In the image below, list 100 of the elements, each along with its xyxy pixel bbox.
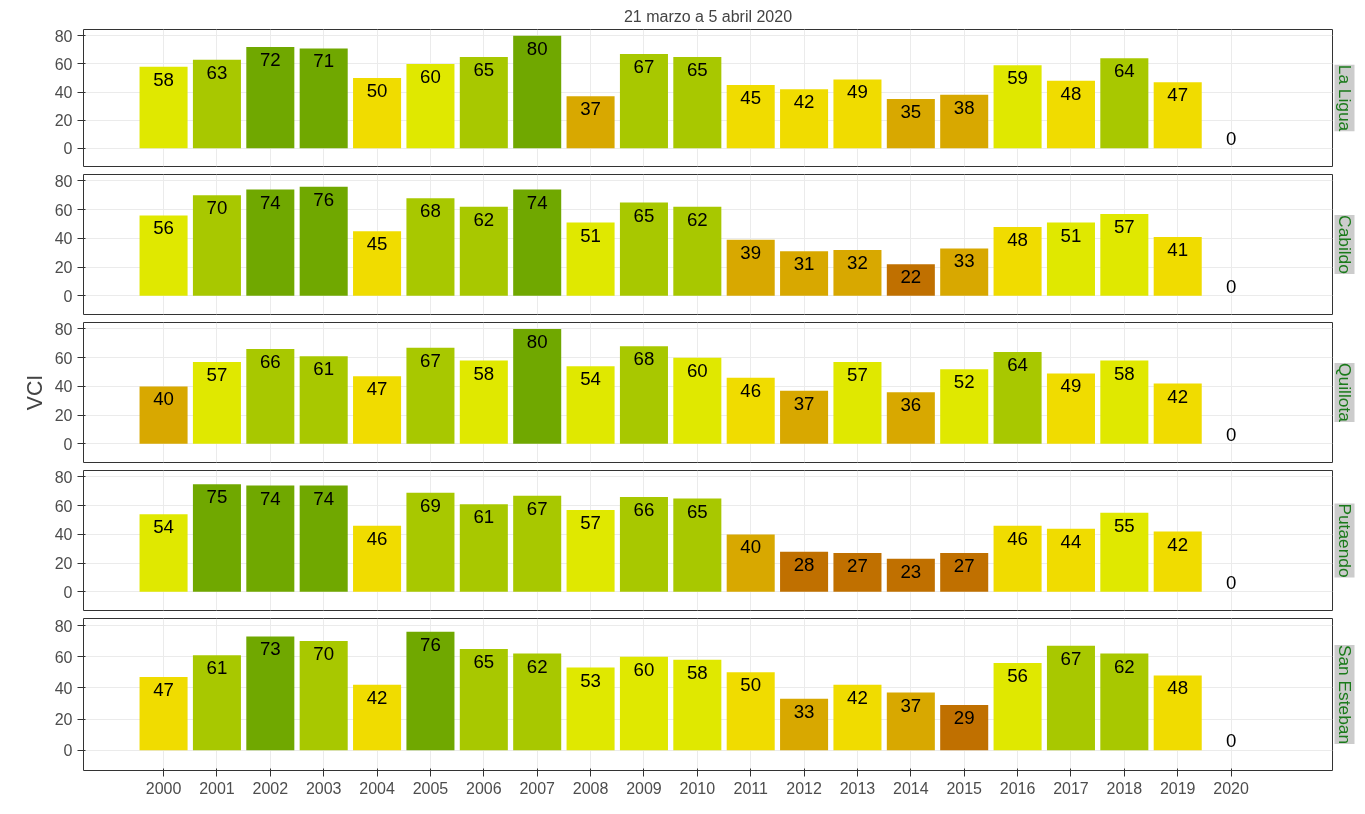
data-label: 39 <box>740 241 762 263</box>
x-tick-label: 2014 <box>893 779 929 797</box>
data-label: 31 <box>793 253 815 275</box>
y-tick-label: 0 <box>63 742 73 760</box>
data-label: 64 <box>1113 60 1135 82</box>
bar <box>886 692 935 751</box>
data-label: 50 <box>740 674 762 696</box>
data-label: 65 <box>473 58 495 80</box>
data-label: 62 <box>1113 655 1135 677</box>
bar <box>940 369 989 444</box>
bar <box>619 54 668 149</box>
data-label: 37 <box>793 392 815 414</box>
bar <box>299 641 348 751</box>
data-label: 50 <box>366 79 388 101</box>
bar <box>246 47 295 149</box>
data-label: 67 <box>420 349 441 371</box>
data-label: 0 <box>1225 730 1237 752</box>
bar <box>299 485 348 592</box>
bar <box>246 349 295 444</box>
y-tick-label: 80 <box>54 320 73 338</box>
x-tick-label: 2010 <box>679 779 716 797</box>
data-label: 54 <box>580 368 601 390</box>
x-tick-label: 2006 <box>466 779 502 797</box>
bar <box>246 189 295 296</box>
data-label: 36 <box>900 394 922 416</box>
data-label: 62 <box>526 655 548 677</box>
text: Putaendo <box>1334 503 1355 578</box>
bar <box>1100 213 1149 296</box>
bar <box>780 698 829 751</box>
data-label: 57 <box>206 363 228 385</box>
data-label: 62 <box>686 208 708 230</box>
data-label: 22 <box>900 266 922 288</box>
bar <box>673 206 722 296</box>
bar <box>1100 360 1149 444</box>
data-label: 74 <box>526 191 548 213</box>
data-label: 75 <box>206 486 228 508</box>
data-label: 40 <box>740 536 762 558</box>
data-label: 69 <box>420 494 441 516</box>
y-tick-label: 40 <box>54 84 73 102</box>
data-label: 28 <box>793 553 815 575</box>
y-tick-label: 60 <box>54 648 73 666</box>
data-label: 60 <box>686 359 708 381</box>
data-label: 71 <box>313 50 335 72</box>
bar <box>726 534 775 592</box>
bar <box>1153 82 1202 149</box>
data-label: 54 <box>153 516 174 538</box>
bar <box>886 99 935 149</box>
bar <box>619 202 668 296</box>
data-label: 42 <box>1167 385 1189 407</box>
y-tick-label: 0 <box>63 583 73 601</box>
bar <box>459 504 508 592</box>
y-tick-label: 40 <box>54 679 73 697</box>
x-tick-label: 2003 <box>305 779 342 797</box>
data-label: 49 <box>847 81 868 103</box>
data-label: 65 <box>633 204 655 226</box>
bar <box>1046 645 1095 751</box>
bar <box>406 492 455 592</box>
data-label: 37 <box>900 694 922 716</box>
x-tick-label: 2012 <box>786 779 822 797</box>
data-label: 76 <box>420 633 441 655</box>
bar <box>192 655 241 751</box>
text: San Esteban <box>1334 644 1355 745</box>
bar <box>406 347 455 444</box>
data-label: 0 <box>1225 571 1237 593</box>
data-label: 63 <box>206 61 228 83</box>
data-label: 80 <box>526 37 548 59</box>
bar <box>619 346 668 444</box>
data-label: 60 <box>633 658 655 680</box>
data-label: 70 <box>313 643 335 665</box>
data-label: 66 <box>633 499 655 521</box>
y-tick-label: 20 <box>54 259 73 277</box>
bar <box>833 361 882 444</box>
bar <box>726 377 775 444</box>
bar <box>139 514 188 592</box>
bar <box>513 189 562 296</box>
data-label: 74 <box>259 191 281 213</box>
bar <box>780 89 829 149</box>
data-label: 47 <box>1167 84 1189 106</box>
x-tick-label: 2000 <box>145 779 182 797</box>
y-tick-label: 0 <box>63 140 73 158</box>
data-label: 48 <box>1167 677 1189 699</box>
bar <box>1153 531 1202 592</box>
data-label: 80 <box>526 330 548 352</box>
data-label: 65 <box>686 500 708 522</box>
x-tick-label: 2017 <box>1053 779 1089 797</box>
bar <box>459 56 508 149</box>
data-label: 40 <box>153 388 174 410</box>
bar <box>459 360 508 444</box>
y-tick-label: 40 <box>54 378 73 396</box>
bar <box>673 498 722 592</box>
y-tick-label: 60 <box>54 349 73 367</box>
bar <box>299 48 348 149</box>
y-tick-label: 40 <box>54 526 73 544</box>
text: Quillota <box>1334 363 1355 423</box>
x-tick-label: 2011 <box>733 779 769 797</box>
x-tick-label: 2013 <box>839 779 876 797</box>
bar <box>726 85 775 149</box>
data-label: 72 <box>259 49 281 71</box>
data-label: 46 <box>740 379 762 401</box>
bar <box>886 392 935 444</box>
